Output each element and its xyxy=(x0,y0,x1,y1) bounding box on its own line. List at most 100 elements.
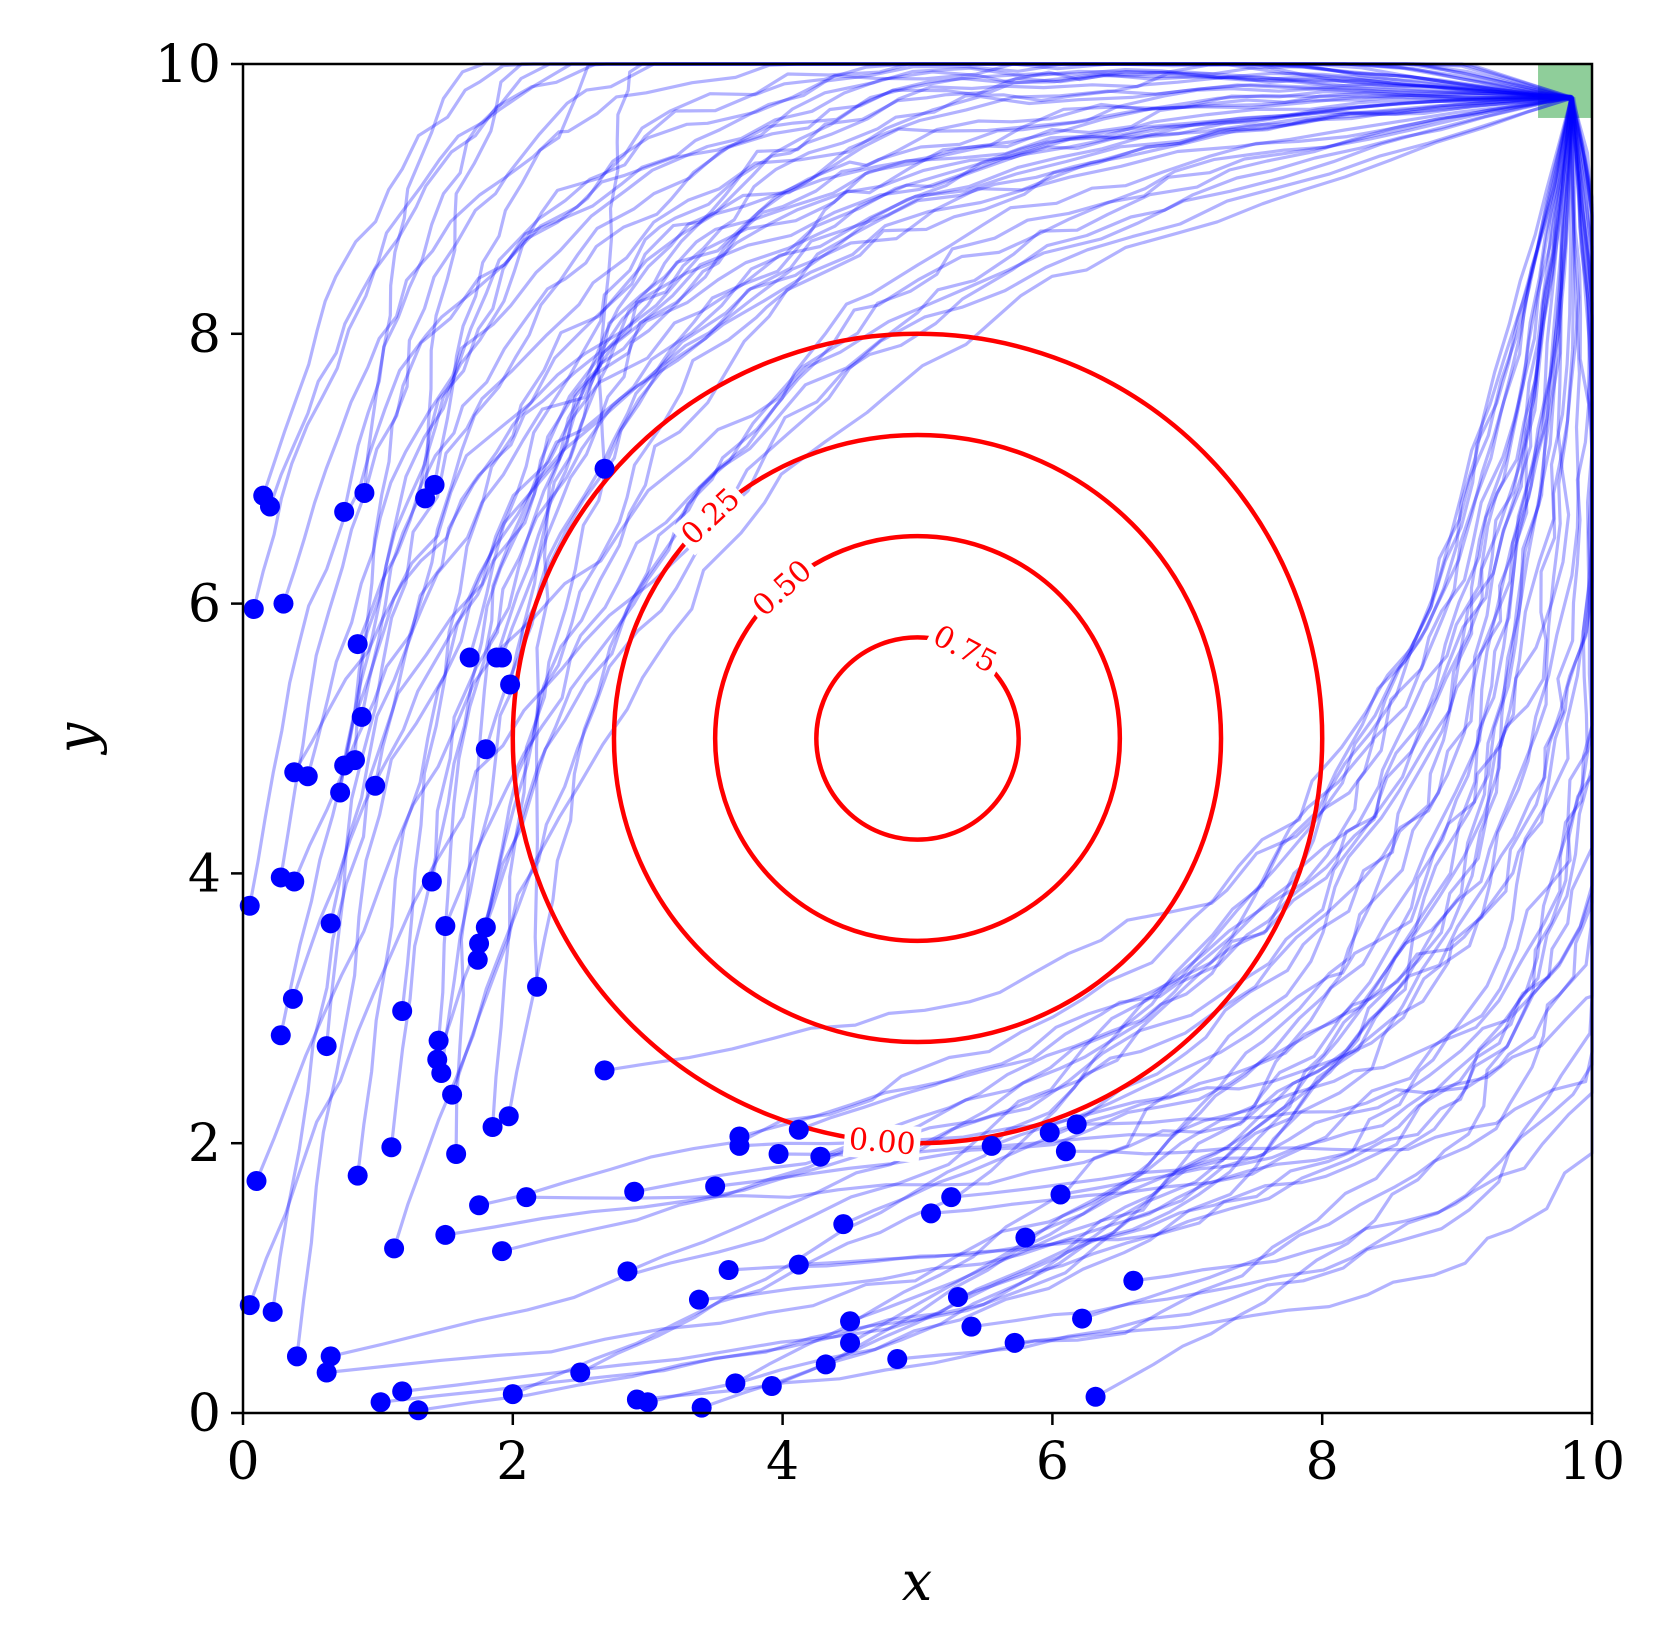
start-point xyxy=(424,474,445,495)
trajectory-line xyxy=(356,95,1571,1176)
trajectory-line xyxy=(738,97,1574,1139)
start-point xyxy=(446,1143,467,1164)
trajectory-line xyxy=(484,94,1572,750)
start-point xyxy=(246,1170,267,1191)
trajectory-line xyxy=(701,97,1575,1410)
trajectory-line xyxy=(495,75,1573,659)
start-point xyxy=(435,1224,456,1245)
trajectory-line xyxy=(501,97,1573,1253)
start-point xyxy=(365,775,386,796)
trajectory-line xyxy=(991,98,1577,1148)
start-point xyxy=(1123,1270,1144,1291)
start-point xyxy=(384,1238,405,1259)
trajectory-line xyxy=(771,97,1573,1388)
start-point xyxy=(887,1349,908,1370)
x-tick-label: 6 xyxy=(1036,1432,1069,1492)
start-point xyxy=(347,634,368,655)
start-point xyxy=(320,1346,341,1367)
start-point xyxy=(492,1241,513,1262)
x-axis-label: x xyxy=(902,1550,932,1613)
start-point xyxy=(1039,1122,1060,1143)
start-point xyxy=(725,1373,746,1394)
start-point xyxy=(286,1346,307,1367)
start-point xyxy=(239,895,260,916)
start-point xyxy=(637,1392,658,1413)
start-point xyxy=(1066,1114,1087,1135)
start-point xyxy=(492,647,513,668)
start-point xyxy=(392,1381,413,1402)
trajectory-line xyxy=(445,96,1574,1237)
start-point xyxy=(768,1143,789,1164)
start-point xyxy=(840,1311,861,1332)
y-tick-label: 10 xyxy=(155,35,221,95)
start-point xyxy=(1072,1308,1093,1329)
contour-ring xyxy=(814,635,1021,842)
trajectory-line xyxy=(400,83,1571,1012)
y-axis-label: y xyxy=(45,721,108,755)
start-point xyxy=(344,750,365,771)
trajectory-line xyxy=(279,95,1573,1036)
start-point xyxy=(459,647,480,668)
start-point xyxy=(428,1030,449,1051)
goal-rect xyxy=(1538,64,1592,118)
start-point xyxy=(270,1025,291,1046)
y-tick-label: 6 xyxy=(188,575,221,635)
y-tick-label: 0 xyxy=(188,1384,221,1444)
contour-label-bg xyxy=(741,549,823,627)
trajectory-line xyxy=(356,74,1573,645)
trajectory-line xyxy=(373,69,1572,787)
start-point xyxy=(691,1397,712,1418)
goal-region xyxy=(1538,64,1592,118)
start-points xyxy=(239,458,1144,1421)
trajectory-line xyxy=(849,97,1574,1345)
start-point xyxy=(239,1295,260,1316)
start-point xyxy=(1085,1386,1106,1407)
start-point xyxy=(442,1084,463,1105)
start-point xyxy=(347,1165,368,1186)
trajectory-line xyxy=(292,95,1572,774)
x-tick-label: 10 xyxy=(1559,1432,1625,1492)
start-point xyxy=(354,482,375,503)
trajectory-line xyxy=(437,93,1571,1041)
start-point xyxy=(761,1376,782,1397)
start-point xyxy=(370,1392,391,1413)
start-point xyxy=(351,706,372,727)
start-point xyxy=(594,1060,615,1081)
start-point xyxy=(435,916,456,937)
start-point xyxy=(1050,1184,1071,1205)
trajectory-line xyxy=(825,98,1574,1366)
trajectory-line xyxy=(626,96,1575,1273)
trajectory-line xyxy=(533,67,1574,987)
trajectory-line xyxy=(454,92,1573,1155)
trajectory-line xyxy=(402,98,1575,1393)
trajectory-line xyxy=(507,95,1572,1117)
start-point xyxy=(1055,1141,1076,1162)
trajectory-line xyxy=(604,96,1573,1072)
trajectory-line xyxy=(478,97,1575,1207)
trajectory-line xyxy=(330,97,1573,1358)
start-point xyxy=(259,496,280,517)
start-point xyxy=(334,501,355,522)
axis-ticks: 0 2 4 6 8 10 0 2 4 6 8 10 xyxy=(155,35,1625,1492)
trajectory-line xyxy=(255,94,1574,1182)
start-point xyxy=(421,871,442,892)
trajectory-line xyxy=(248,66,1573,907)
trajectory-line xyxy=(392,96,1572,1249)
trajectory-line xyxy=(647,96,1574,1404)
start-point xyxy=(981,1135,1002,1156)
trajectory-line xyxy=(491,94,1572,1128)
trajectory-line xyxy=(508,63,1571,685)
x-tick-label: 2 xyxy=(496,1432,529,1492)
start-point xyxy=(815,1354,836,1375)
start-point xyxy=(961,1316,982,1337)
start-point xyxy=(475,917,496,938)
trajectory-line xyxy=(435,95,1572,1061)
trajectory-line xyxy=(1049,98,1594,1134)
start-point xyxy=(475,739,496,760)
start-point xyxy=(705,1176,726,1197)
trajectory-line xyxy=(295,97,1572,1357)
trajectory-line xyxy=(484,96,1573,928)
trajectory-line xyxy=(271,95,1572,1313)
start-point xyxy=(297,766,318,787)
trajectory-line xyxy=(380,97,1574,1404)
